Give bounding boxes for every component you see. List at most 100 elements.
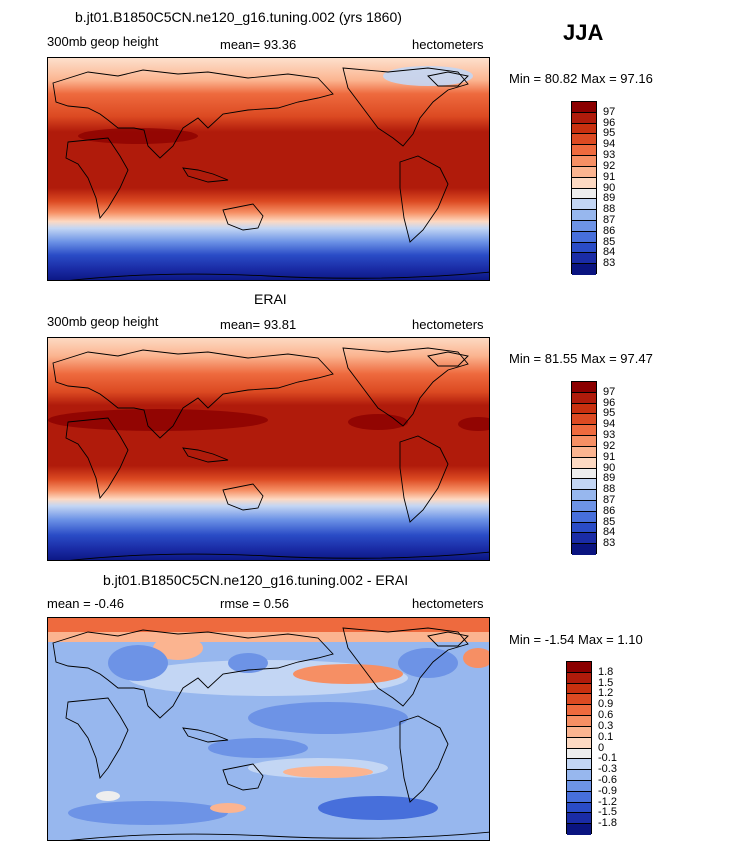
colorbar-tick-label: 0.6 xyxy=(598,709,614,722)
colorbar-swatch xyxy=(567,672,591,684)
panel3-map xyxy=(47,617,490,841)
colorbar-tick-label: 94 xyxy=(603,138,616,151)
panel2-map xyxy=(47,337,490,561)
colorbar-tick-label: 0.1 xyxy=(598,730,614,743)
colorbar-tick-label: 96 xyxy=(603,116,616,129)
colorbar-tick-label: 87 xyxy=(603,213,616,226)
panel3-rmse: rmse = 0.56 xyxy=(220,596,290,611)
colorbar-swatch xyxy=(572,242,596,254)
colorbar-swatch xyxy=(572,264,596,275)
colorbar-tick-label: 0.3 xyxy=(598,719,614,732)
colorbar-swatch xyxy=(572,457,596,469)
colorbar-swatch xyxy=(572,522,596,534)
season-label: JJA xyxy=(563,20,604,45)
colorbar-tick-label: 87 xyxy=(603,493,616,506)
colorbar-tick-label: -0.1 xyxy=(598,752,617,765)
colorbar-tick-label: 91 xyxy=(603,170,616,183)
colorbar-swatch xyxy=(567,824,591,835)
colorbar-swatch xyxy=(567,770,591,781)
colorbar-swatch xyxy=(572,468,596,480)
colorbar-swatch xyxy=(572,490,596,501)
colorbar-tick-label: 90 xyxy=(603,461,616,474)
colorbar-swatch xyxy=(572,382,596,393)
colorbar-swatch xyxy=(572,112,596,124)
colorbar-swatch xyxy=(572,145,596,157)
colorbar-swatch xyxy=(567,748,591,760)
colorbar-tick-label: 85 xyxy=(603,515,616,528)
colorbar-swatch xyxy=(567,802,591,814)
colorbar-swatch xyxy=(567,705,591,717)
colorbar-swatch xyxy=(572,544,596,555)
colorbar-swatch xyxy=(572,414,596,426)
colorbar-tick-label: 89 xyxy=(603,472,616,485)
panel2-mean: mean= 93.81 xyxy=(220,317,297,332)
colorbar-tick-label: -1.8 xyxy=(598,817,617,830)
colorbar-tick-label: -0.9 xyxy=(598,784,617,797)
panel3-title: b.jt01.B1850C5CN.ne120_g16.tuning.002 - … xyxy=(103,572,409,588)
colorbar-swatch xyxy=(567,662,591,673)
colorbar-swatch xyxy=(567,716,591,727)
colorbar-tick-label: 93 xyxy=(603,149,616,162)
panel1-colorbar xyxy=(571,101,597,275)
colorbar-swatch xyxy=(572,220,596,232)
colorbar-tick-label: 90 xyxy=(603,181,616,194)
colorbar-swatch xyxy=(572,199,596,211)
colorbar-tick-label: 88 xyxy=(603,483,616,496)
colorbar-swatch xyxy=(567,694,591,706)
colorbar-tick-label: 88 xyxy=(603,203,616,216)
colorbar-tick-label: -1.5 xyxy=(598,806,617,819)
colorbar-tick-label: 97 xyxy=(603,105,616,118)
panel2-units: hectometers xyxy=(412,317,484,332)
colorbar-swatch xyxy=(572,156,596,167)
colorbar-swatch xyxy=(572,403,596,415)
colorbar-swatch xyxy=(567,791,591,803)
colorbar-tick-label: 89 xyxy=(603,192,616,205)
colorbar-swatch xyxy=(567,726,591,738)
colorbar-tick-label: 83 xyxy=(603,257,616,270)
colorbar-swatch xyxy=(572,102,596,113)
panel2-minmax: Min = 81.55 Max = 97.47 xyxy=(509,351,653,366)
colorbar-tick-label: 97 xyxy=(603,385,616,398)
colorbar-swatch xyxy=(572,210,596,221)
panel3-mean: mean = -0.46 xyxy=(47,596,124,611)
panel2-title: ERAI xyxy=(254,291,287,307)
colorbar-tick-label: -1.2 xyxy=(598,795,617,808)
colorbar-swatch xyxy=(567,813,591,825)
colorbar-swatch xyxy=(572,188,596,200)
colorbar-tick-label: 93 xyxy=(603,429,616,442)
colorbar-swatch xyxy=(572,134,596,146)
colorbar-tick-label: 86 xyxy=(603,224,616,237)
colorbar-tick-label: 85 xyxy=(603,235,616,248)
panel1-units: hectometers xyxy=(412,37,484,52)
colorbar-tick-label: 91 xyxy=(603,450,616,463)
colorbar-swatch xyxy=(572,533,596,545)
panel1-left-label: 300mb geop height xyxy=(47,34,159,49)
colorbar-tick-label: 92 xyxy=(603,159,616,172)
colorbar-swatch xyxy=(572,436,596,447)
colorbar-swatch xyxy=(572,511,596,523)
colorbar-tick-label: 1.2 xyxy=(598,687,614,700)
colorbar-tick-label: 96 xyxy=(603,396,616,409)
colorbar-tick-label: 83 xyxy=(603,537,616,550)
colorbar-tick-label: 86 xyxy=(603,504,616,517)
colorbar-swatch xyxy=(572,166,596,178)
panel1-minmax: Min = 80.82 Max = 97.16 xyxy=(509,71,653,86)
colorbar-tick-label: -0.3 xyxy=(598,763,617,776)
panel2-left-label: 300mb geop height xyxy=(47,314,159,329)
colorbar-swatch xyxy=(572,123,596,135)
colorbar-tick-label: 95 xyxy=(603,407,616,420)
colorbar-tick-label: 94 xyxy=(603,418,616,431)
colorbar-swatch xyxy=(572,392,596,404)
panel2-colorbar xyxy=(571,381,597,555)
colorbar-swatch xyxy=(572,425,596,437)
colorbar-swatch xyxy=(572,479,596,491)
colorbar-swatch xyxy=(572,253,596,265)
colorbar-tick-label: 84 xyxy=(603,526,616,539)
colorbar-tick-label: -0.6 xyxy=(598,773,617,786)
colorbar-tick-label: 92 xyxy=(603,439,616,452)
panel1-mean: mean= 93.36 xyxy=(220,37,297,52)
colorbar-swatch xyxy=(567,737,591,749)
colorbar-tick-label: 0 xyxy=(598,741,605,754)
colorbar-tick-label: 95 xyxy=(603,127,616,140)
panel1-map xyxy=(47,57,490,281)
